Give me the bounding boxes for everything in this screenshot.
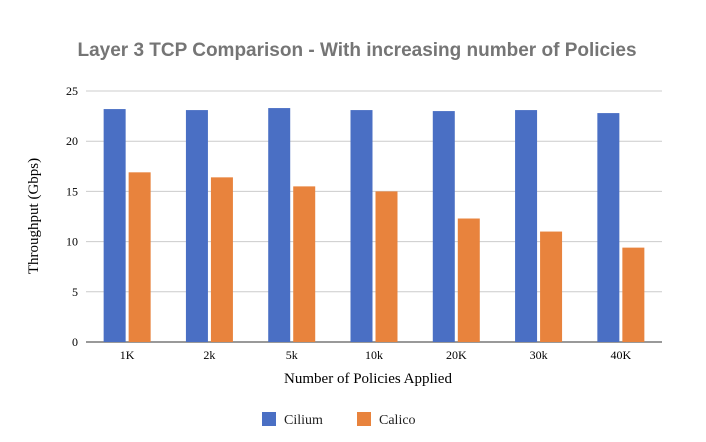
bar-cilium-10k [350, 110, 373, 343]
bar-calico-20k [457, 218, 480, 342]
bar-calico-30k [540, 231, 563, 342]
x-tick-label: 40K [611, 348, 632, 362]
bar-calico-10k [375, 191, 398, 342]
x-axis-ticks: 1K 2k 5k 10k 20K 30k 40K [120, 348, 632, 362]
y-tick-label: 15 [66, 184, 78, 198]
x-tick-label: 1K [120, 348, 135, 362]
legend: Cilium Calico [262, 412, 416, 428]
bar-cilium-2k [185, 110, 208, 343]
x-tick-label: 2k [203, 348, 215, 362]
bar-cilium-30k [515, 110, 538, 343]
bar-calico-40k [622, 247, 645, 342]
y-tick-label: 10 [66, 235, 78, 249]
bar-cilium-5k [268, 108, 291, 343]
bar-calico-2k [210, 177, 233, 342]
x-tick-label: 10k [365, 348, 383, 362]
y-tick-label: 0 [72, 335, 78, 349]
x-tick-label: 30k [530, 348, 548, 362]
x-axis-label: Number of Policies Applied [284, 371, 452, 387]
bar-cilium-40k [597, 113, 620, 342]
bar-calico-5k [293, 186, 316, 342]
x-tick-label: 5k [286, 348, 298, 362]
y-tick-label: 20 [66, 134, 78, 148]
legend-label-cilium: Cilium [284, 413, 323, 428]
bar-cilium-1k [103, 109, 126, 343]
bar-cilium-20k [432, 111, 455, 342]
y-axis-ticks: 0 5 10 15 20 25 [66, 84, 78, 349]
legend-swatch-cilium [262, 412, 276, 426]
legend-label-calico: Calico [379, 413, 416, 428]
bars [103, 108, 645, 343]
x-tick-label: 20K [446, 348, 467, 362]
legend-swatch-calico [357, 412, 371, 426]
y-tick-label: 5 [72, 285, 78, 299]
bar-calico-1k [128, 172, 151, 342]
gridlines [86, 90, 662, 343]
y-tick-label: 25 [66, 84, 78, 98]
chart-title: Layer 3 TCP Comparison - With increasing… [77, 40, 636, 61]
y-axis-label: Throughput (Gbps) [26, 158, 42, 274]
